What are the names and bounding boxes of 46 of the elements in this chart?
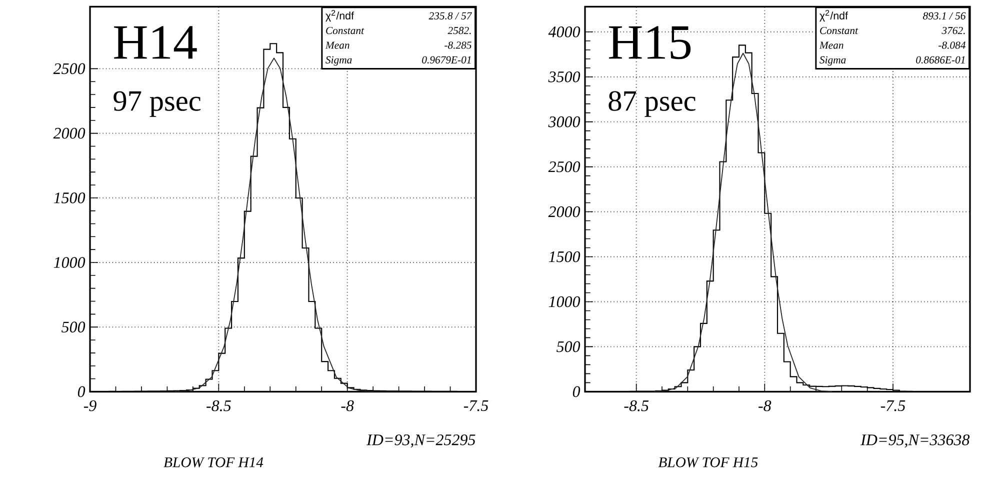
y-tick-label: 500 bbox=[556, 341, 580, 352]
y-tick-label: 500 bbox=[62, 322, 86, 332]
annotation: 893.1 / 56 bbox=[922, 12, 966, 20]
annotation: χ$^{2}$/ndf bbox=[326, 10, 354, 22]
annotation: H15 bbox=[609, 26, 691, 60]
annotation: 97 psec bbox=[114, 91, 201, 117]
y-tick-label: 0 bbox=[78, 386, 86, 398]
annotation: Sigma bbox=[820, 56, 846, 66]
annotation: H14 bbox=[114, 26, 197, 59]
annotation: Constant bbox=[326, 26, 364, 34]
annotation: Mean bbox=[325, 42, 350, 49]
x-tick-label: -8 bbox=[758, 400, 772, 412]
annotation: 2582. bbox=[448, 26, 471, 34]
text: ID=93,N=25295 bbox=[366, 434, 476, 448]
x-tick-label: -8.5 bbox=[206, 400, 231, 412]
x-tick-label: -9 bbox=[84, 400, 96, 412]
annotation: 3762. bbox=[942, 26, 965, 34]
annotation: Sigma bbox=[326, 56, 352, 66]
y-tick-label: 3000 bbox=[548, 116, 580, 128]
y-tick-label: 1000 bbox=[54, 257, 86, 268]
text: BLOW TOF H14 bbox=[164, 457, 264, 468]
x-tick-label: -8 bbox=[341, 400, 354, 412]
y-tick-label: 2000 bbox=[548, 206, 580, 218]
y-tick-label: 0 bbox=[572, 386, 580, 398]
y-tick-label: 2500 bbox=[548, 161, 580, 172]
y-tick-label: 3500 bbox=[548, 71, 580, 82]
y-tick-label: 2500 bbox=[53, 63, 86, 74]
annotation: 0.9679E-01 bbox=[422, 56, 471, 64]
x-tick-label: -7.5 bbox=[880, 400, 906, 412]
annotation: 87 psec bbox=[608, 91, 696, 117]
y-tick-label: 1500 bbox=[548, 251, 580, 262]
y-tick-label: 2000 bbox=[53, 128, 86, 139]
annotation: Constant bbox=[820, 26, 858, 34]
x-tick-label: -7.5 bbox=[464, 400, 488, 412]
y-tick-label: 4000 bbox=[548, 26, 580, 38]
annotation: 235.8 / 57 bbox=[428, 12, 472, 20]
annotation: χ$^{2}$/ndf bbox=[820, 10, 848, 22]
text: BLOW TOF H15 bbox=[658, 457, 758, 468]
annotation: 0.8686E-01 bbox=[916, 56, 965, 64]
annotation: Mean bbox=[819, 42, 844, 49]
text: ID=95,N=33638 bbox=[860, 434, 970, 448]
y-tick-label: 1500 bbox=[54, 192, 86, 204]
annotation: -8.285 bbox=[444, 42, 472, 49]
x-tick-label: -8.5 bbox=[624, 400, 649, 412]
y-tick-label: 1000 bbox=[548, 296, 580, 308]
annotation: -8.084 bbox=[938, 42, 966, 49]
